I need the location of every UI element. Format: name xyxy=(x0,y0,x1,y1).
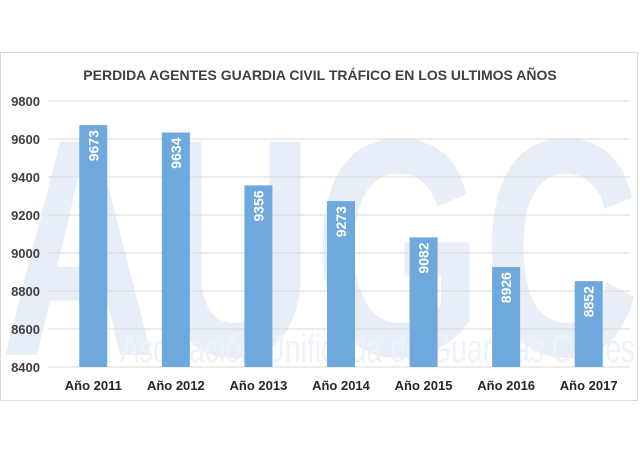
y-tick-label: 8400 xyxy=(11,360,40,375)
watermark-subtitle: Asociación Unificada de Guardias Civiles xyxy=(120,327,635,371)
data-label: 9634 xyxy=(168,137,184,168)
data-label: 9273 xyxy=(333,206,349,237)
y-tick-label: 9200 xyxy=(11,208,40,223)
bar xyxy=(79,125,108,367)
bars: 9673 9634 9356 9273 9082 8926 8852 xyxy=(79,125,603,367)
y-tick-label: 9600 xyxy=(11,132,40,147)
x-tick-label: Año 2012 xyxy=(147,378,205,393)
data-label: 9673 xyxy=(85,130,101,161)
x-tick-label: Año 2014 xyxy=(312,378,371,393)
y-tick-label: 8600 xyxy=(11,322,40,337)
bar xyxy=(161,132,190,367)
x-tick-label: Año 2016 xyxy=(477,378,535,393)
x-tick-label: Año 2017 xyxy=(560,378,618,393)
x-tick-label: Año 2015 xyxy=(395,378,453,393)
chart-title: PERDIDA AGENTES GUARDIA CIVIL TRÁFICO EN… xyxy=(83,66,556,83)
y-axis: 8400 8600 8800 9000 9200 9400 9600 9800 xyxy=(11,94,40,375)
bar xyxy=(492,267,521,367)
y-tick-label: 8800 xyxy=(11,284,40,299)
x-tick-label: Año 2013 xyxy=(230,378,288,393)
y-tick-label: 9400 xyxy=(11,170,40,185)
bar xyxy=(409,237,438,367)
bar xyxy=(244,185,273,367)
data-label: 9356 xyxy=(250,190,266,221)
x-axis: Año 2011 Año 2012 Año 2013 Año 2014 Año 2015… xyxy=(65,378,618,393)
y-tick-label: 9800 xyxy=(11,94,40,109)
y-tick-label: 9000 xyxy=(11,246,40,261)
x-tick-label: Año 2011 xyxy=(65,378,122,393)
bar xyxy=(327,201,355,367)
data-label: 9082 xyxy=(416,242,432,273)
data-label: 8926 xyxy=(498,272,514,303)
data-label: 8852 xyxy=(581,286,597,317)
bar xyxy=(574,281,603,367)
